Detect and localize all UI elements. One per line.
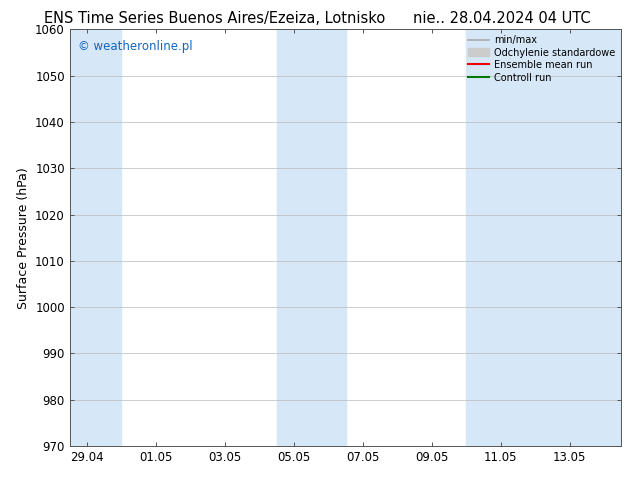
- Bar: [466, 29, 621, 446]
- Text: © weatheronline.pl: © weatheronline.pl: [78, 40, 193, 53]
- Bar: [70, 29, 122, 446]
- Bar: [276, 29, 346, 446]
- Y-axis label: Surface Pressure (hPa): Surface Pressure (hPa): [16, 167, 30, 309]
- Text: ENS Time Series Buenos Aires/Ezeiza, Lotnisko      nie.. 28.04.2024 04 UTC: ENS Time Series Buenos Aires/Ezeiza, Lot…: [44, 11, 590, 26]
- Legend: min/max, Odchylenie standardowe, Ensemble mean run, Controll run: min/max, Odchylenie standardowe, Ensembl…: [464, 31, 619, 86]
